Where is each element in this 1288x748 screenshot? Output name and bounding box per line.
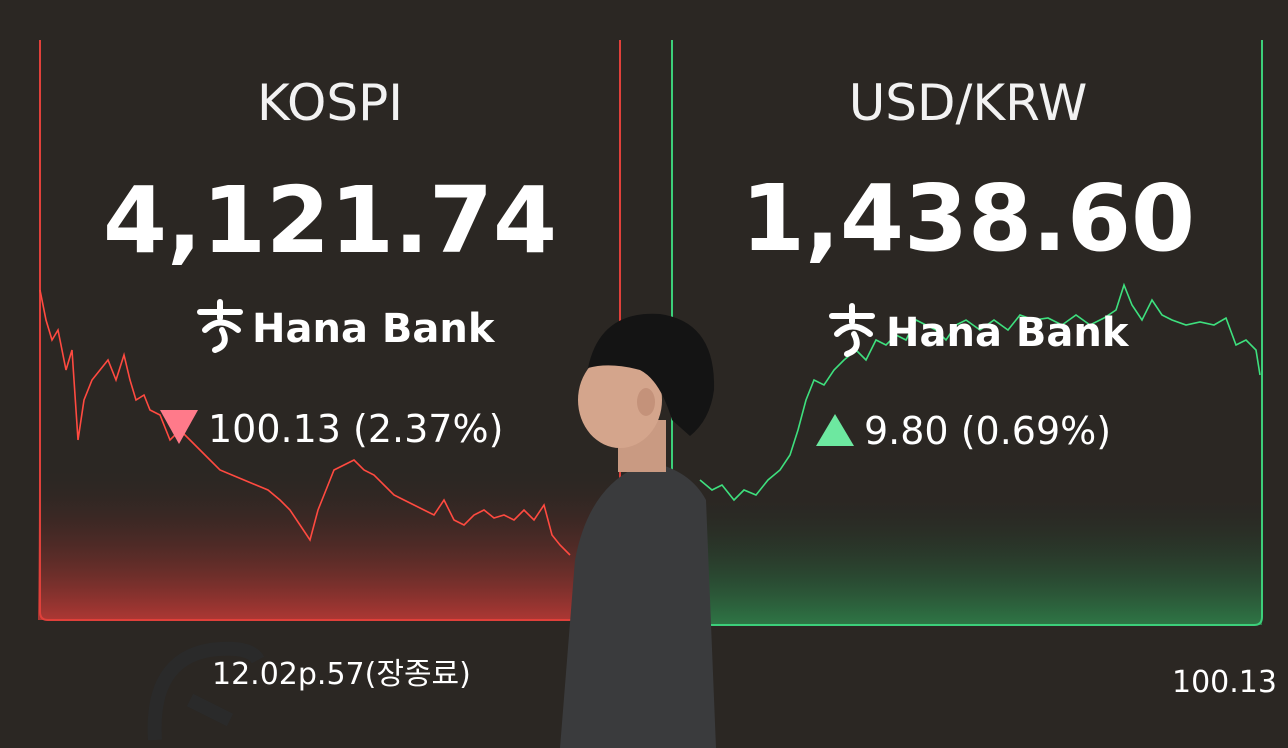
kospi-line [39,289,571,556]
panel-value: 1,438.60 [741,165,1195,272]
brand-logo [197,299,243,353]
panel-change: 9.80 (0.69%) [864,409,1111,453]
up-arrow [816,414,854,446]
usdkrw-fill [670,500,1262,625]
usdkrw-line [699,282,1261,502]
person [560,313,716,748]
footer-right: 100.13 [1172,665,1277,700]
down-arrow [160,410,198,444]
chair [147,641,265,741]
footer-left: 12.02p.57(장종료) [212,657,471,692]
brand-name: Hana Bank [886,310,1130,356]
panel-change: 100.13 (2.37%) [208,407,503,451]
panel-value: 4,121.74 [103,167,557,274]
brand-logo [829,303,875,357]
panel-title: USD/KRW [849,74,1088,132]
brand-name: Hana Bank [252,306,496,352]
panel-title: KOSPI [257,74,403,132]
kospi-fill [38,470,620,620]
